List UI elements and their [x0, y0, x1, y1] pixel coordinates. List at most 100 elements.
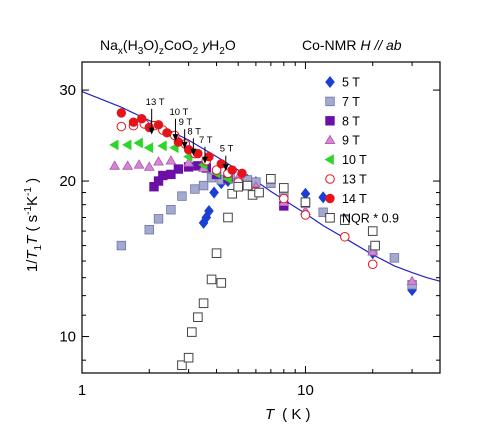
legend-label: 8 T: [342, 114, 360, 128]
chart-title: Nax(H3O)zCoO2 yH2O: [100, 37, 236, 57]
data-point: [209, 186, 219, 199]
legend-entry: 14 T: [325, 192, 367, 206]
data-point: [279, 193, 289, 204]
data-point: [237, 168, 247, 179]
data-point: [109, 139, 119, 151]
title-part: H: [209, 37, 219, 53]
data-point: [166, 205, 176, 215]
legend-entry: 8 T: [325, 114, 360, 128]
field-arrow: 5 T: [220, 144, 234, 172]
data-point: [133, 159, 145, 169]
data-point: [153, 120, 164, 130]
legend-marker: [325, 116, 335, 126]
title-part: O): [143, 37, 159, 53]
legend-marker: [324, 134, 336, 145]
legend-label: 7 T: [342, 95, 360, 109]
data-point: [233, 181, 243, 192]
data-point: [173, 164, 184, 174]
data-point: [143, 161, 155, 171]
x-axis-var: T: [265, 406, 276, 423]
data-point: [109, 160, 121, 170]
data-point: [389, 253, 400, 263]
chart-subtitle: Co-NMR H // ab: [302, 37, 402, 53]
data-point: [165, 155, 177, 165]
data-point: [406, 275, 418, 286]
data-point: [206, 274, 217, 285]
data-points-layer: [109, 108, 418, 371]
data-point: [370, 240, 380, 251]
data-point: [367, 259, 378, 270]
data-point: [300, 210, 311, 220]
legend-label: 14 T: [342, 192, 367, 206]
data-point: [157, 140, 167, 152]
data-point: [340, 215, 350, 225]
data-point: [133, 137, 143, 149]
data-point: [153, 214, 164, 224]
data-point: [116, 240, 127, 251]
data-point: [340, 231, 350, 242]
y-tick-label: 20: [59, 173, 76, 190]
field-arrow: 10 T: [169, 107, 189, 142]
y-label-exp2: -1: [23, 187, 34, 196]
data-point: [367, 246, 379, 256]
title-part: 2: [193, 46, 199, 57]
arrow-head: [190, 148, 197, 156]
y-label-open: ( s: [24, 215, 41, 236]
arrow-label: 5 T: [220, 144, 234, 155]
legend-label: NQR * 0.9: [342, 211, 399, 225]
title-part: Na: [100, 37, 118, 53]
legend-entry: 13 T: [325, 173, 367, 187]
arrow-head: [222, 164, 229, 172]
y-tick-label: 10: [59, 329, 76, 346]
data-point: [122, 139, 132, 151]
data-point: [254, 187, 264, 198]
x-tick-label: 10: [297, 382, 314, 399]
data-point: [227, 188, 237, 199]
data-point: [193, 312, 203, 323]
data-point: [198, 298, 209, 309]
series-5: [116, 119, 378, 270]
data-point: [177, 360, 187, 371]
data-point: [242, 180, 253, 191]
y-tick-label: 30: [59, 82, 76, 99]
data-point: [190, 184, 200, 194]
legend-entry: 10 T: [324, 153, 367, 167]
data-point: [116, 121, 127, 132]
arrow-label: 10 T: [169, 107, 188, 118]
data-point: [143, 142, 154, 154]
y-label-T: T: [24, 249, 41, 260]
data-point: [137, 114, 147, 124]
x-axis-unit: ( K ): [282, 406, 310, 423]
subtitle-field: H // ab: [360, 37, 401, 53]
data-point: [183, 352, 194, 363]
data-point: [266, 174, 276, 184]
arrow-head: [172, 134, 179, 142]
y-label-close: ): [24, 178, 41, 187]
legend-label: 13 T: [342, 173, 367, 187]
data-point: [122, 160, 134, 170]
arrow-head: [201, 156, 208, 164]
data-point: [166, 169, 176, 180]
title-part: O: [225, 37, 236, 53]
arrow-label: 8 T: [187, 126, 201, 137]
legend-entry: 9 T: [324, 134, 360, 148]
data-point: [318, 191, 328, 204]
arrow-head: [148, 127, 155, 135]
data-point: [198, 180, 209, 191]
data-point: [158, 170, 168, 181]
field-arrow: 9 T: [179, 117, 193, 149]
data-point: [211, 165, 222, 175]
data-point: [116, 108, 127, 118]
arrow-label: 7 T: [199, 135, 213, 146]
legend-entry: NQR * 0.9: [325, 211, 399, 225]
legend-marker: [325, 213, 335, 223]
data-point: [367, 226, 378, 236]
series-7: [177, 174, 380, 371]
x-tick-label: 1: [78, 382, 86, 399]
data-point: [223, 212, 233, 223]
data-point: [227, 165, 237, 175]
title-part: z: [159, 46, 164, 57]
title-part: 2: [219, 46, 225, 57]
arrow-label: 9 T: [179, 117, 193, 128]
